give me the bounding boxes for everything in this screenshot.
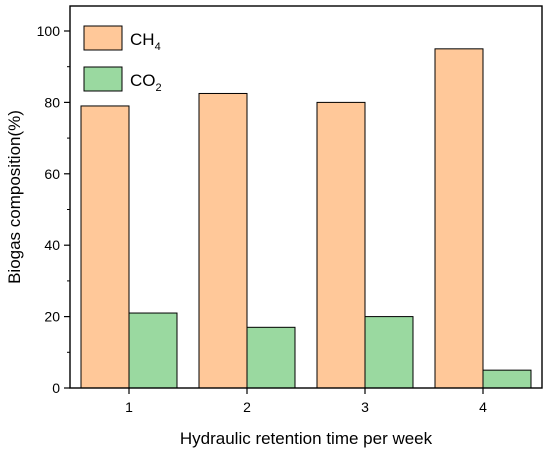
ticks-group: 0 20 40 60 80 100 1 2 3 4 <box>37 23 487 415</box>
y-tick-label-0: 0 <box>52 380 60 396</box>
legend: CH4 CO2 <box>83 25 162 94</box>
axes-group <box>69 5 543 389</box>
legend-swatch-ch4 <box>83 25 123 51</box>
x-tick-label-4: 4 <box>479 399 487 415</box>
bar-ch4-4 <box>434 48 484 389</box>
bars-group <box>80 48 532 389</box>
bar-ch4-3 <box>316 101 366 389</box>
y-tick-label-40: 40 <box>44 237 60 253</box>
legend-label-ch4: CH4 <box>130 30 161 53</box>
bar-co2-1 <box>128 312 178 389</box>
y-tick-label-80: 80 <box>44 94 60 110</box>
bar-ch4-2 <box>198 92 248 389</box>
x-tick-label-2: 2 <box>243 399 251 415</box>
x-tick-label-3: 3 <box>361 399 369 415</box>
y-tick-label-60: 60 <box>44 166 60 182</box>
legend-label-co2: CO2 <box>130 71 162 94</box>
y-tick-label-20: 20 <box>44 309 60 325</box>
legend-swatch-co2 <box>83 66 123 92</box>
bar-co2-4 <box>482 369 532 389</box>
bar-co2-2 <box>246 326 296 389</box>
x-axis-title: Hydraulic retention time per week <box>180 429 433 448</box>
bar-co2-3 <box>364 316 414 389</box>
bar-ch4-1 <box>80 105 130 389</box>
y-axis-title: Biogas composition(%) <box>5 110 24 284</box>
y-tick-label-100: 100 <box>37 23 61 39</box>
x-tick-label-1: 1 <box>125 399 133 415</box>
plot-frame <box>69 5 543 389</box>
